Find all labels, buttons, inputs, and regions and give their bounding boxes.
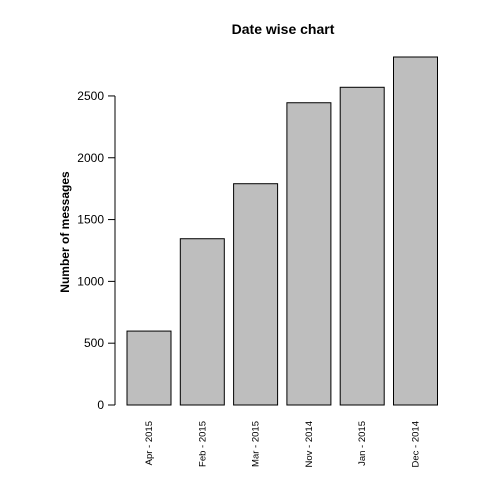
bar (287, 103, 331, 405)
bars (127, 57, 438, 405)
bar (234, 184, 278, 405)
y-tick-label: 2000 (77, 151, 104, 165)
y-tick-label: 2500 (77, 89, 104, 103)
x-tick-label: Jan - 2015 (357, 421, 368, 466)
x-tick-label: Dec - 2014 (411, 421, 422, 467)
bar (394, 57, 438, 405)
x-tick-label: Nov - 2014 (304, 421, 315, 467)
y-axis-label: Number of messages (58, 171, 72, 293)
y-tick-label: 0 (97, 398, 104, 412)
y-axis: 0 500 1000 1500 2000 2500 (77, 89, 115, 412)
x-tick-label: Feb - 2015 (197, 421, 208, 467)
chart-title: Date wise chart (232, 21, 335, 37)
bar (180, 239, 224, 405)
x-axis-labels: Apr - 2015 Feb - 2015 Mar - 2015 Nov - 2014… (144, 421, 422, 467)
bar (127, 331, 171, 405)
x-tick-label: Mar - 2015 (251, 421, 262, 467)
y-tick-label: 1000 (77, 274, 104, 288)
y-tick-label: 1500 (77, 213, 104, 227)
x-tick-label: Apr - 2015 (144, 421, 155, 465)
bar (340, 87, 384, 405)
y-tick-label: 500 (84, 336, 104, 350)
